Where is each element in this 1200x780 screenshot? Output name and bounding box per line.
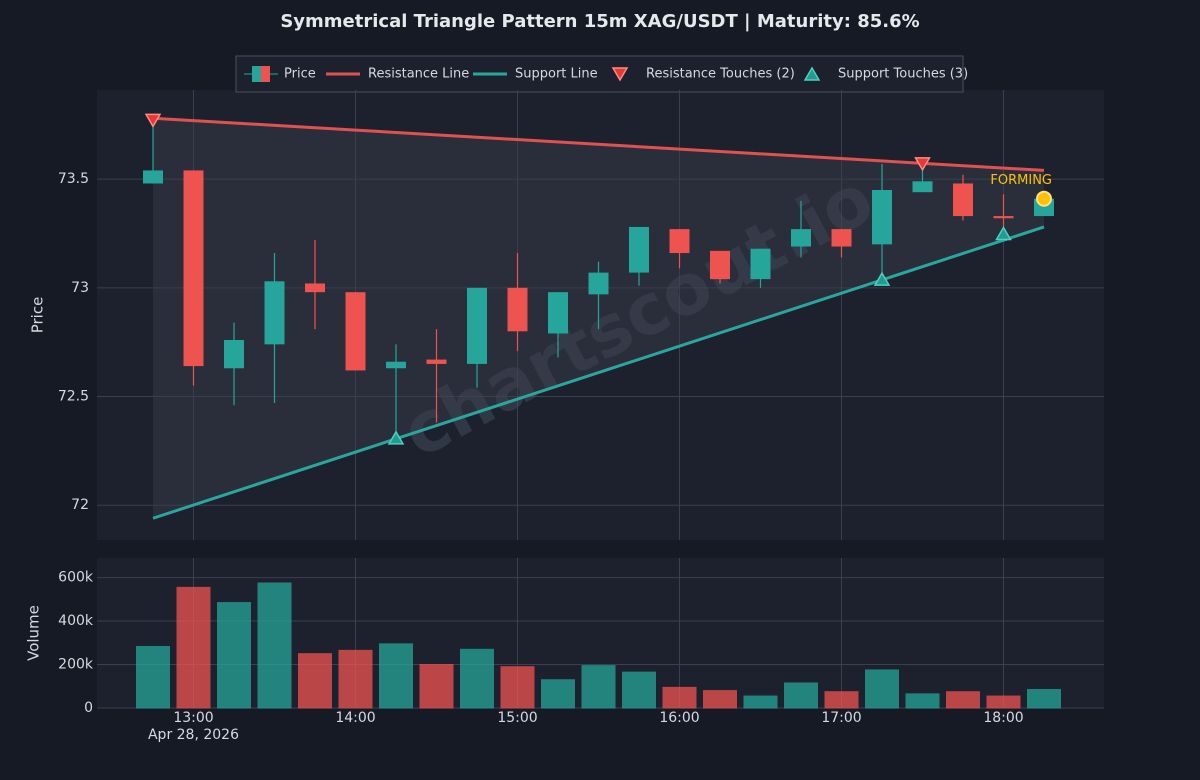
volume-bar: [419, 664, 454, 709]
y-tick-label: 0: [84, 700, 93, 716]
candle-body: [548, 292, 568, 334]
volume-bar: [743, 695, 778, 709]
candle-body: [507, 287, 528, 332]
candle-body: [993, 216, 1014, 219]
support-line: [152, 225, 1045, 520]
legend-icon: [611, 67, 629, 82]
volume-bar: [257, 582, 292, 709]
candle-body: [143, 170, 163, 184]
candle-body: [872, 190, 892, 245]
volume-bar: [946, 691, 980, 709]
y-axis-label: Volume: [25, 605, 43, 661]
candle-body: [264, 281, 285, 345]
legend-label: Support Line: [515, 67, 598, 82]
volume-bar: [136, 645, 170, 709]
candle-body: [183, 170, 204, 367]
candle-body: [224, 340, 244, 369]
candle-body: [305, 283, 325, 293]
volume-bar: [703, 690, 737, 709]
y-tick-label: 400k: [58, 613, 94, 629]
volume-bar: [217, 602, 251, 709]
resistance-line: [152, 116, 1045, 172]
y-tick-label: 600k: [58, 570, 94, 586]
candle-body: [345, 292, 366, 371]
volume-bar: [824, 691, 859, 709]
candle-body: [588, 272, 609, 295]
volume-bar: [622, 671, 656, 709]
volume-bar: [460, 648, 494, 709]
x-date-label: Apr 28, 2026: [148, 727, 239, 743]
x-tick-label: 18:00: [983, 710, 1023, 726]
legend-label: Support Touches (3): [838, 67, 968, 82]
candle-body: [669, 229, 690, 254]
touch-marker: [914, 157, 931, 172]
candle-body: [467, 287, 487, 364]
candle-body: [912, 181, 933, 193]
x-tick-label: 14:00: [335, 710, 375, 726]
candle-body: [386, 361, 406, 369]
touch-marker: [144, 113, 162, 128]
candle-body: [953, 183, 973, 217]
volume-bar: [298, 653, 332, 709]
volume-bar: [1027, 689, 1061, 709]
y-tick-label: 72.5: [58, 389, 89, 405]
touch-marker: [995, 225, 1012, 241]
forming-marker: [1036, 190, 1052, 207]
volume-bar: [865, 669, 899, 709]
volume-bar: [905, 693, 940, 709]
volume-bar: [379, 643, 413, 709]
y-tick-label: 72: [71, 497, 89, 513]
x-tick-label: 13:00: [173, 710, 213, 726]
candle-body: [750, 248, 771, 280]
legend-icon: [803, 66, 821, 81]
y-tick-label: 200k: [58, 657, 94, 673]
volume-bar: [581, 665, 616, 709]
y-axis-label: Price: [29, 297, 47, 334]
x-tick-label: 15:00: [497, 710, 537, 726]
y-tick-label: 73.5: [58, 171, 89, 187]
candle-body: [426, 359, 447, 364]
legend-icon: [261, 66, 270, 82]
volume-bar: [541, 679, 575, 709]
volume-bar: [986, 695, 1021, 709]
x-tick-label: 16:00: [659, 710, 699, 726]
candle-body: [831, 229, 852, 247]
forming-label: FORMING: [990, 173, 1052, 188]
candle-body: [791, 229, 811, 247]
volume-bar: [662, 686, 697, 709]
x-tick-label: 17:00: [821, 710, 861, 726]
volume-bar: [784, 682, 818, 709]
legend-label: Price: [284, 67, 316, 82]
candle-body: [629, 226, 649, 273]
legend-label: Resistance Touches (2): [646, 67, 795, 82]
legend-label: Resistance Line: [368, 67, 469, 82]
volume-bar: [500, 666, 535, 709]
volume-bar: [176, 586, 211, 709]
candle-body: [710, 250, 730, 280]
legend-icon: [252, 66, 261, 82]
chart-title: Symmetrical Triangle Pattern 15m XAG/USD…: [280, 11, 919, 32]
y-tick-label: 73: [71, 280, 89, 296]
touch-marker: [387, 430, 405, 445]
touch-marker: [873, 271, 891, 286]
volume-bar: [338, 649, 373, 709]
